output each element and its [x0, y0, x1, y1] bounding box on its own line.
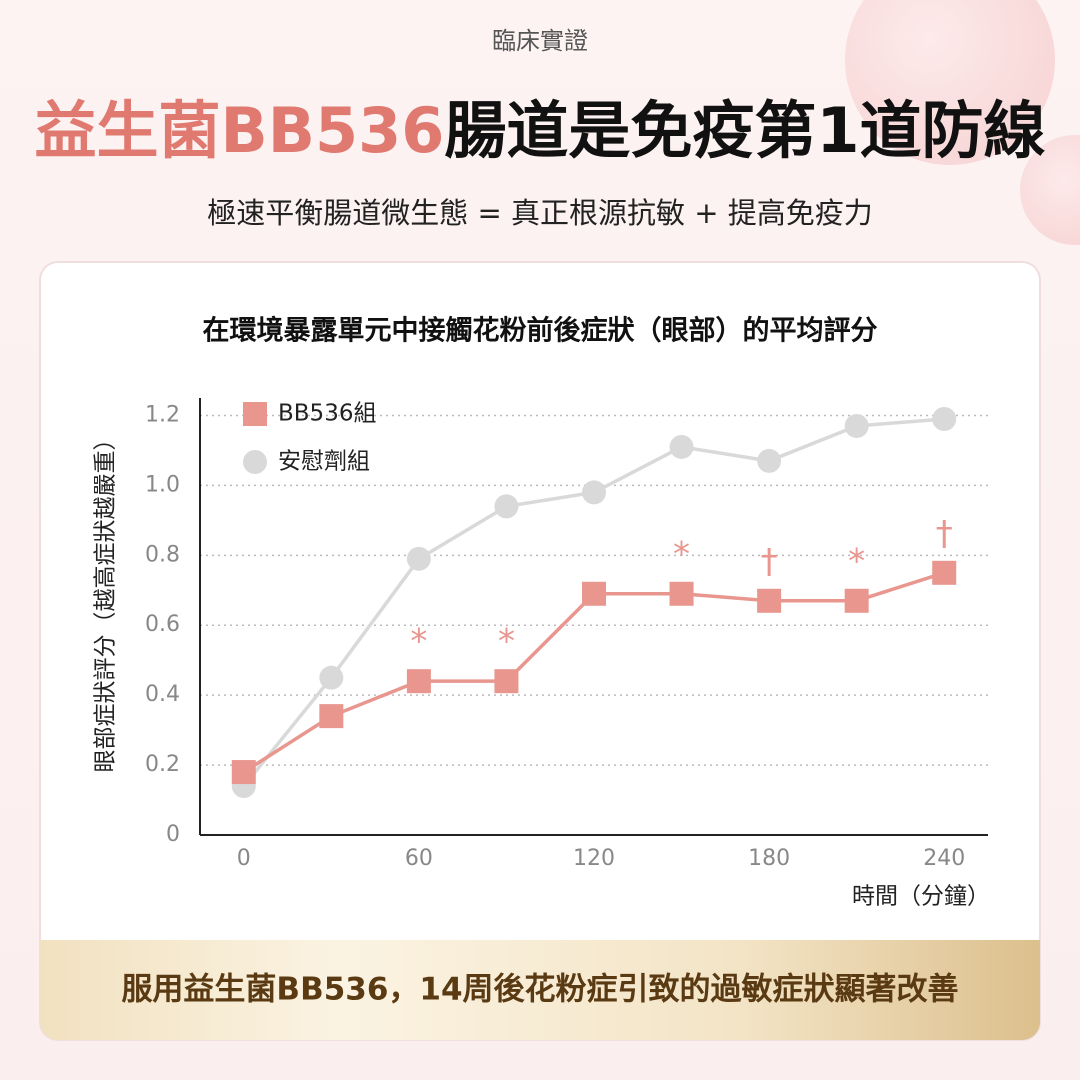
- eyebrow: 臨床實證: [492, 27, 588, 55]
- card: [39, 261, 1041, 1041]
- x-tick-label: 240: [923, 846, 965, 871]
- point: [932, 406, 957, 431]
- legend-swatch: [243, 402, 267, 426]
- x-tick-label: 180: [748, 846, 790, 871]
- point: [319, 665, 344, 690]
- x-tick-label: 120: [573, 846, 615, 871]
- footer-band: [40, 940, 1040, 1040]
- headline-highlight: 益生菌BB536: [34, 94, 444, 167]
- point: [844, 588, 869, 613]
- point: [582, 581, 606, 606]
- point: [494, 494, 519, 519]
- significance-mark: *: [410, 622, 427, 662]
- point: [757, 588, 782, 613]
- point: [844, 413, 869, 438]
- legend-swatch: [243, 450, 267, 474]
- point: [406, 546, 431, 571]
- x-tick-label: 0: [237, 846, 251, 871]
- significance-mark: †: [761, 541, 778, 581]
- legend-label: BB536組: [278, 401, 376, 427]
- footer-text: 服用益生菌BB536，14周後花粉症引致的過敏症狀顯著改善: [121, 972, 958, 1008]
- subtitle: 極速平衡腸道微生態 = 真正根源抗敏 + 提高免疫力: [207, 196, 872, 230]
- point: [932, 560, 957, 585]
- chart-title: 在環境暴露單元中接觸花粉前後症狀（眼部）的平均評分: [203, 315, 878, 347]
- plot: 0 0.2 0.4 0.6 0.8 1.0 1.2 0 60 120 180 240 * * * † * † BB5…: [145, 398, 988, 871]
- point: [494, 669, 519, 694]
- x-axis-label: 時間（分鐘）: [852, 884, 990, 910]
- y-tick-label: 1.0: [145, 472, 180, 497]
- headline: 益生菌BB536腸道是免疫第1道防線: [34, 94, 1045, 167]
- y-tick-label: 0.6: [145, 612, 180, 637]
- y-tick-label: 0.4: [145, 682, 180, 707]
- y-axis-label: 眼部症狀評分（越高症狀越嚴重）: [93, 428, 119, 773]
- x-tick-label: 60: [405, 846, 433, 871]
- significance-mark: †: [936, 513, 953, 553]
- point: [319, 704, 344, 729]
- significance-mark: *: [848, 541, 865, 581]
- y-tick-label: 0.8: [145, 542, 180, 567]
- y-tick-label: 0.2: [145, 752, 180, 777]
- point: [669, 434, 694, 459]
- legend-label: 安慰劑組: [278, 449, 370, 475]
- significance-mark: *: [673, 534, 690, 574]
- decor-bubble: [845, 0, 1055, 165]
- headline-rest: 腸道是免疫第1道防線: [444, 94, 1045, 167]
- y-tick-label: 1.2: [145, 402, 180, 427]
- point: [231, 760, 256, 785]
- y-tick-label: 0: [166, 822, 180, 847]
- point: [406, 669, 431, 694]
- point: [757, 448, 782, 473]
- point: [669, 581, 694, 606]
- significance-mark: *: [498, 622, 515, 662]
- decor-bubble: [1020, 135, 1080, 245]
- point: [582, 480, 606, 505]
